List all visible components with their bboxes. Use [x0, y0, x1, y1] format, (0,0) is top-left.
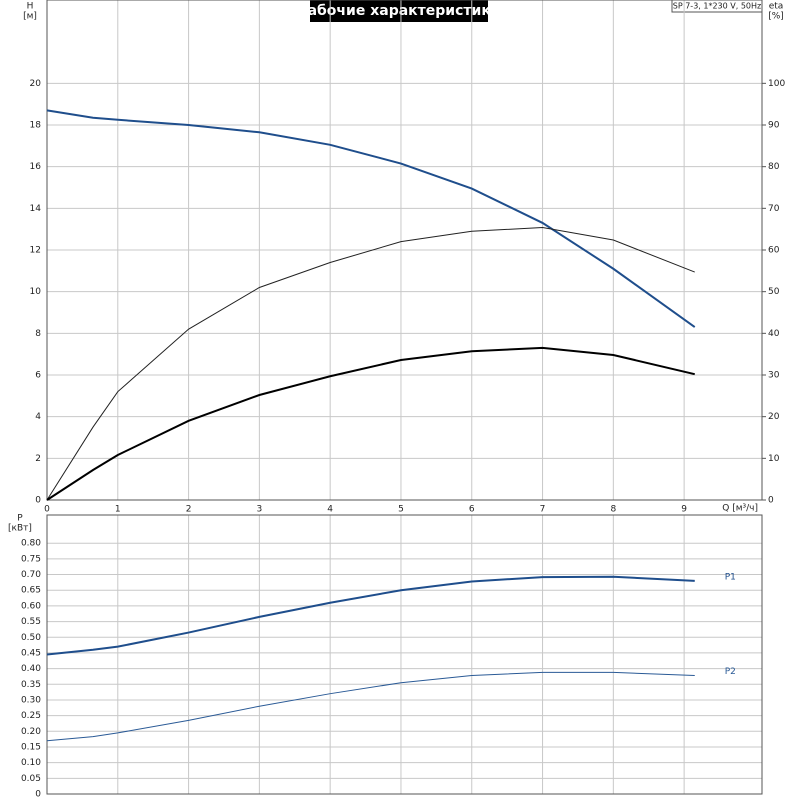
y-tick-label: 4 — [35, 412, 41, 422]
y-tick-label: 0.75 — [21, 554, 41, 564]
x-tick-label: 8 — [610, 505, 616, 515]
x-tick-label: 1 — [115, 505, 121, 515]
y-tick-label: 0.35 — [21, 680, 41, 690]
y-tick-label: 0.40 — [21, 664, 41, 674]
y2-tick-label: 10 — [768, 454, 780, 464]
y2-tick-label: 100 — [768, 79, 785, 89]
plot-frame — [46, 514, 763, 795]
y-tick-label: 6 — [35, 371, 41, 381]
y2-tick-label: 80 — [768, 162, 780, 172]
y-tick-label: 12 — [30, 246, 41, 256]
curve — [46, 346, 695, 501]
curve-label: P1 — [725, 572, 736, 582]
y2-tick-label: 0 — [768, 496, 774, 506]
x-tick-label: 9 — [681, 505, 687, 515]
chart-title: Рабочие характеристики — [297, 3, 500, 19]
y-tick-label: 18 — [30, 121, 42, 131]
y2-label: eta — [769, 2, 784, 12]
y-tick-label: 2 — [35, 454, 41, 464]
y-tick-label: 0.65 — [21, 586, 41, 596]
y-tick-label: 0.60 — [21, 601, 41, 611]
y-tick-label: 14 — [30, 204, 42, 214]
x-tick-label: 6 — [469, 505, 475, 515]
y-tick-label: 0.05 — [21, 774, 41, 784]
y-tick-label: 0.50 — [21, 633, 41, 643]
plot-frame — [46, 0, 763, 501]
curve — [46, 109, 696, 328]
y-label-unit: [м] — [23, 12, 37, 22]
y-tick-label: 0.20 — [21, 727, 41, 737]
x-tick-label: 4 — [327, 505, 333, 515]
x-tick-label: 0 — [44, 505, 50, 515]
y-tick-label: 0.10 — [21, 758, 41, 768]
x-tick-label: 2 — [186, 505, 192, 515]
y2-tick-label: 50 — [768, 287, 780, 297]
y-label: H — [27, 2, 34, 12]
subtitle: SP 7-3, 1*230 V, 50Hz — [673, 2, 761, 11]
y-tick-label: 0.80 — [21, 539, 41, 549]
x-label: Q [м³/ч] — [722, 504, 758, 514]
x-tick-label: 5 — [398, 505, 404, 515]
curve — [46, 671, 695, 742]
curve — [46, 226, 695, 501]
y-tick-label: 0.55 — [21, 617, 41, 627]
y-label: P — [17, 514, 23, 524]
y2-tick-label: 40 — [768, 329, 780, 339]
y-label-unit: [кВт] — [8, 524, 32, 534]
y-tick-label: 0.45 — [21, 648, 41, 658]
y2-tick-label: 30 — [768, 371, 780, 381]
title-box — [310, 0, 488, 22]
y2-tick-label: 70 — [768, 204, 780, 214]
y-tick-label: 16 — [30, 162, 42, 172]
y-tick-label: 0.70 — [21, 570, 41, 580]
curve — [46, 575, 695, 656]
y-tick-label: 20 — [30, 79, 42, 89]
y2-tick-label: 90 — [768, 121, 780, 131]
y2-tick-label: 20 — [768, 412, 780, 422]
x-tick-label: 3 — [257, 505, 263, 515]
y-tick-label: 10 — [30, 287, 42, 297]
y-tick-label: 0.15 — [21, 742, 41, 752]
y2-tick-label: 60 — [768, 246, 780, 256]
y-tick-label: 0.30 — [21, 695, 41, 705]
y2-label-unit: [%] — [768, 12, 784, 22]
y-tick-label: 0 — [35, 496, 41, 506]
y-tick-label: 8 — [35, 329, 41, 339]
y-tick-label: 0 — [35, 790, 41, 800]
y-tick-label: 0.25 — [21, 711, 41, 721]
x-tick-label: 7 — [540, 505, 546, 515]
curve-label: P2 — [725, 667, 736, 677]
